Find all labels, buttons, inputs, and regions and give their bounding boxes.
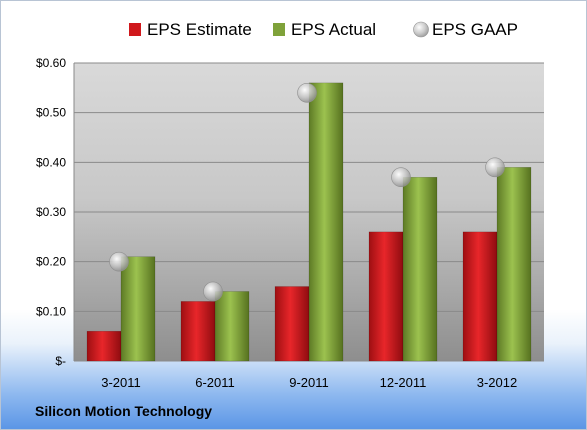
marker-eps-gaap — [391, 167, 411, 188]
legend-swatch — [129, 23, 141, 36]
legend-label: EPS Actual — [291, 20, 376, 39]
marker-eps-gaap — [297, 83, 317, 103]
legend-label: EPS GAAP — [432, 20, 518, 39]
y-tick-label: $0.20 — [36, 255, 66, 269]
bar-eps-estimate — [462, 231, 498, 362]
marker-eps-gaap — [109, 251, 129, 272]
bar-eps-actual — [402, 176, 438, 362]
y-axis-labels: $- $0.10 $0.20 $0.30 $0.40 $0.50 $0.60 — [36, 56, 66, 368]
bars — [86, 82, 532, 362]
bar-eps-estimate — [274, 286, 310, 362]
bar-eps-actual — [120, 256, 156, 362]
bar-eps-actual — [214, 291, 250, 362]
marker-eps-gaap — [485, 157, 505, 178]
bar-eps-estimate — [180, 301, 216, 362]
y-tick-label: $0.40 — [36, 155, 66, 169]
company-name: Silicon Motion Technology — [35, 403, 213, 419]
legend: EPS Estimate EPS Actual EPS GAAP — [129, 20, 518, 39]
bar-eps-actual — [308, 82, 344, 362]
y-tick-label: $0.50 — [36, 106, 66, 120]
x-tick-label: 12-2011 — [380, 375, 427, 390]
y-tick-label: $- — [55, 354, 66, 368]
y-tick-label: $0.60 — [36, 56, 66, 70]
x-tick-label: 3-2011 — [101, 375, 141, 390]
x-tick-label: 6-2011 — [195, 375, 235, 390]
legend-label: EPS Estimate — [147, 20, 252, 39]
bar-eps-estimate — [86, 330, 122, 362]
y-tick-label: $0.30 — [36, 205, 66, 219]
x-axis-labels: 3-2011 6-2011 9-2011 12-2011 3-2012 — [101, 375, 517, 390]
bar-eps-actual — [496, 167, 532, 362]
x-tick-label: 3-2012 — [477, 375, 517, 390]
legend-swatch — [273, 23, 285, 36]
legend-swatch — [413, 21, 429, 38]
x-tick-label: 9-2011 — [289, 375, 329, 390]
marker-eps-gaap — [203, 281, 223, 302]
gaap-markers — [109, 83, 505, 302]
bar-eps-estimate — [368, 231, 404, 362]
y-tick-label: $0.10 — [36, 304, 66, 318]
